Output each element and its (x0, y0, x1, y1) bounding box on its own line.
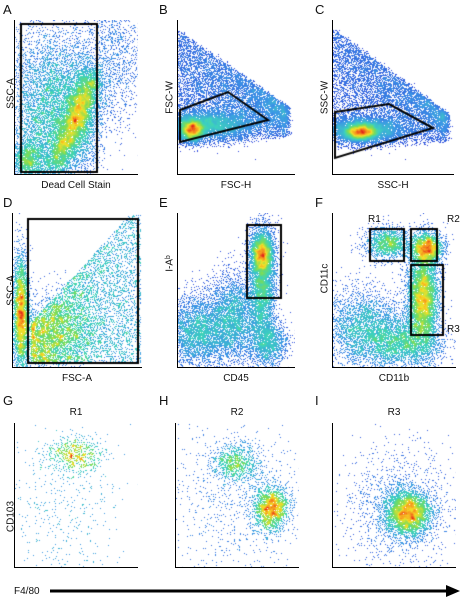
x-axis-label: CD11b (378, 373, 410, 384)
scatter-plot-d (12, 213, 142, 368)
density-plot (178, 20, 295, 174)
x-axis-label: Dead Cell Stain (41, 180, 111, 191)
plot-title: R2 (230, 407, 244, 418)
scatter-plot-h (175, 423, 299, 568)
scatter-plot-a (14, 20, 138, 175)
scatter-plot-b (177, 20, 295, 175)
density-plot (176, 423, 299, 567)
x-axis-label: CD45 (223, 373, 249, 384)
scatter-plot-c (332, 20, 454, 175)
density-plot (333, 20, 454, 174)
y-axis-label: CD11c (319, 263, 331, 294)
panel-letter: C (315, 2, 325, 17)
panel-h: H R2 (155, 393, 305, 573)
panel-a: A SSC-A Dead Cell Stain (0, 0, 150, 195)
density-plot (333, 213, 456, 367)
panel-c: C SSC-W SSC-H (310, 0, 465, 195)
y-axis-label: SSC-W (319, 80, 331, 115)
f4-80-arrow-icon (50, 585, 460, 597)
panel-letter: F (315, 195, 323, 210)
scatter-plot-g (14, 423, 138, 568)
density-plot (13, 213, 142, 367)
y-axis-label: FSC-W (164, 81, 176, 114)
gate-label-r1: R1 (368, 214, 381, 225)
panel-letter: H (159, 393, 169, 408)
panel-b: B FSC-W FSC-H (155, 0, 305, 195)
gate-label-r3: R3 (447, 324, 460, 335)
panel-f: F CD11c R1 R2 R3 CD11b (310, 193, 465, 388)
plot-title: R1 (69, 407, 83, 418)
panel-e: E I-Aᵇ CD45 (155, 193, 305, 388)
x-axis-label: SSC-H (377, 180, 409, 191)
panel-letter: D (3, 195, 13, 210)
panel-d: D SSC-A FSC-A (0, 193, 150, 388)
panel-letter: B (159, 2, 168, 17)
f4-80-axis-label: F4/80 (14, 586, 40, 597)
density-plot (178, 213, 295, 367)
density-plot (333, 423, 456, 567)
x-axis-label: FSC-H (220, 180, 252, 191)
panel-letter: E (159, 195, 168, 210)
scatter-plot-i (332, 423, 456, 568)
panel-letter: G (3, 393, 14, 408)
density-plot (15, 423, 138, 567)
panel-letter: I (315, 393, 319, 408)
density-plot (15, 20, 138, 174)
scatter-plot-e (177, 213, 295, 368)
x-axis-label: FSC-A (62, 373, 92, 384)
panel-i: I R3 (310, 393, 465, 573)
panel-g: G R1 CD103 (0, 393, 150, 573)
y-axis-label: I-Aᵇ (164, 255, 176, 272)
panel-letter: A (3, 2, 12, 17)
scatter-plot-f (332, 213, 456, 368)
plot-title: R3 (387, 407, 401, 418)
gate-label-r2: R2 (447, 214, 460, 225)
